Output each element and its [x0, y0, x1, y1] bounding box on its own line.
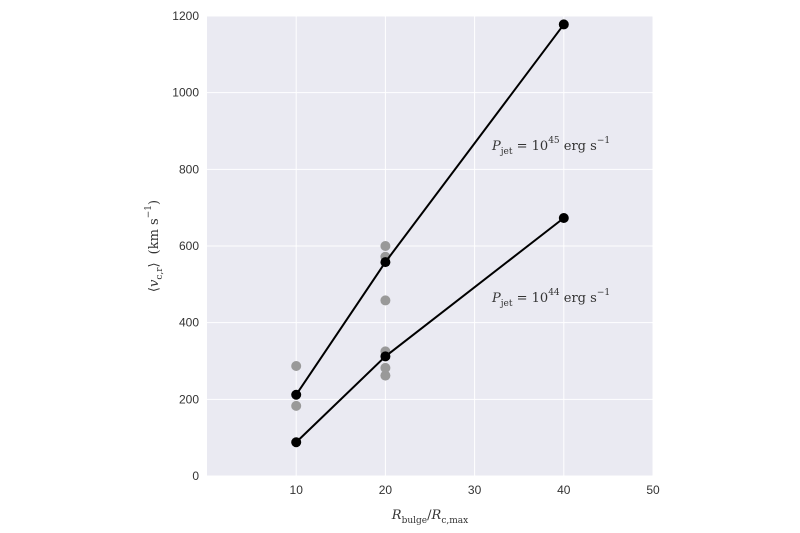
scatter-point [291, 360, 302, 371]
scatter-point [291, 400, 302, 411]
fit-point [558, 213, 569, 224]
x-tick-label: 20 [379, 483, 393, 497]
x-tick-label: 10 [290, 483, 304, 497]
scatter-point [380, 362, 391, 373]
x-tick-label: 50 [646, 483, 660, 497]
y-tick-label: 200 [179, 392, 199, 406]
y-axis-ticks: 0 200 400 600 800 1000 1200 [172, 9, 199, 483]
data-marks [291, 19, 569, 448]
x-axis-ticks: 10 20 30 40 50 [290, 483, 660, 497]
fit-point [380, 351, 391, 362]
scatter-point [380, 241, 391, 251]
scatter-point [380, 370, 391, 381]
y-tick-label: 800 [179, 162, 199, 176]
y-tick-label: 0 [192, 469, 199, 483]
fit-point [291, 437, 302, 448]
y-tick-label: 600 [179, 239, 199, 253]
y-axis-label: ⟨vc,r⟩(km s−1) [144, 200, 165, 292]
annotation-pjet-45: Pjet = 1045 erg s−1 [491, 136, 610, 157]
fit-point [291, 389, 302, 400]
x-axis-label: Rbulge/Rc,max [391, 508, 468, 526]
x-tick-label: 40 [557, 483, 571, 497]
y-tick-label: 1200 [172, 9, 199, 23]
y-tick-label: 400 [179, 316, 199, 330]
fit-point [380, 257, 391, 268]
x-tick-label: 30 [468, 483, 482, 497]
y-tick-label: 1000 [172, 86, 199, 100]
annotation-pjet-44: Pjet = 1044 erg s−1 [491, 288, 610, 309]
scatter-point [380, 295, 391, 306]
fit-point [558, 19, 569, 30]
